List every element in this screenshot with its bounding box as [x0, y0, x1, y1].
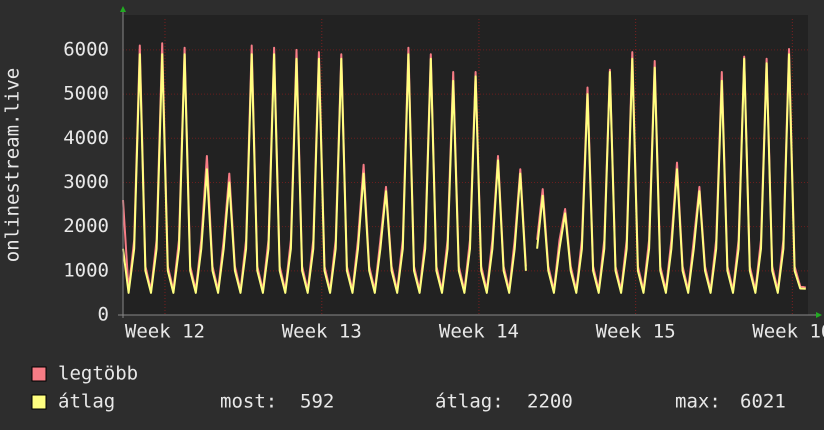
stat-label: most:	[220, 391, 277, 413]
x-tick-label: Week 15	[596, 321, 676, 343]
y-tick-label: 1000	[63, 259, 109, 281]
axis-arrow	[120, 6, 126, 12]
legend-label: legtöbb	[58, 363, 138, 385]
x-tick-label: Week 14	[439, 321, 519, 343]
y-axis-label: onlinestream.live	[2, 68, 24, 262]
plot-area	[123, 15, 808, 315]
legend-label: átlag	[58, 391, 115, 413]
stat-value: 2200	[527, 391, 573, 413]
y-tick-label: 3000	[63, 171, 109, 193]
legend-swatch	[31, 366, 47, 382]
stat-label: max:	[675, 391, 721, 413]
y-tick-label: 5000	[63, 83, 109, 105]
y-tick-label: 2000	[63, 215, 109, 237]
x-tick-label: Week 13	[282, 321, 362, 343]
axis-arrow	[816, 312, 822, 318]
stat-value: 6021	[740, 391, 786, 413]
y-tick-label: 0	[98, 304, 109, 326]
legend-swatch	[31, 394, 47, 410]
y-tick-label: 4000	[63, 127, 109, 149]
series-line	[122, 53, 806, 294]
stat-label: átlag:	[435, 391, 504, 413]
y-tick-label: 6000	[63, 38, 109, 60]
x-tick-label: Week 16	[752, 321, 824, 343]
stat-value: 592	[300, 391, 334, 413]
x-tick-label: Week 12	[125, 321, 205, 343]
